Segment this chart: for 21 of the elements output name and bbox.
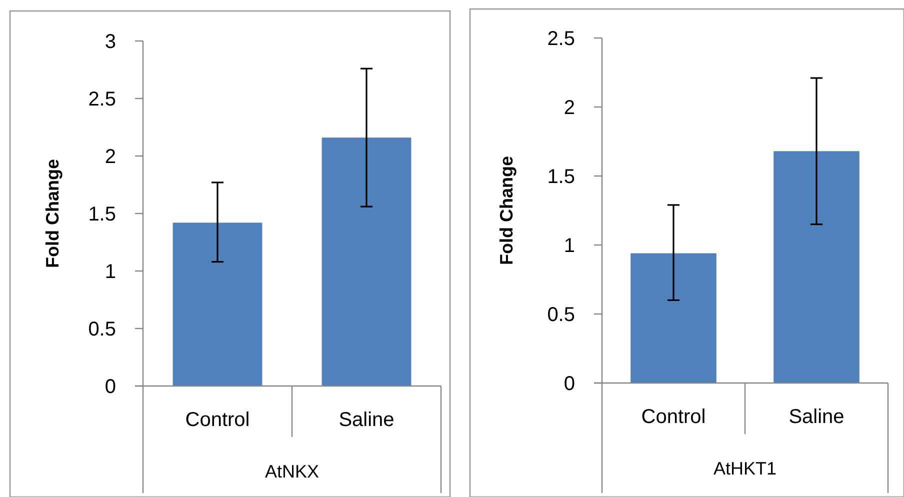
y-tick-label: 0 [564,373,575,395]
y-tick-label: 0.5 [547,304,575,326]
x-tick-label: Control [641,406,706,428]
x-tick-label: Saline [788,406,844,428]
y-tick-label: 2.5 [88,88,116,110]
x-axis-title: AtNKX [264,461,320,482]
y-axis-title: Fold Change [42,159,62,268]
y-tick-label: 0 [104,376,116,398]
y-tick-label: 1.5 [547,166,575,188]
y-tick-label: 1 [564,235,575,257]
x-tick-label: Control [185,409,250,431]
y-tick-label: 2.5 [547,28,575,50]
y-tick-label: 2 [104,146,116,168]
y-tick-label: 0.5 [88,318,116,340]
x-axis-title: AtHKT1 [713,458,777,478]
y-axis-title: Fold Change [496,156,516,265]
y-tick-label: 2 [564,97,575,119]
y-tick-label: 1.5 [88,204,116,226]
y-tick-label: 3 [104,31,116,53]
y-tick-label: 1 [104,261,116,283]
x-tick-label: Saline [338,409,394,431]
